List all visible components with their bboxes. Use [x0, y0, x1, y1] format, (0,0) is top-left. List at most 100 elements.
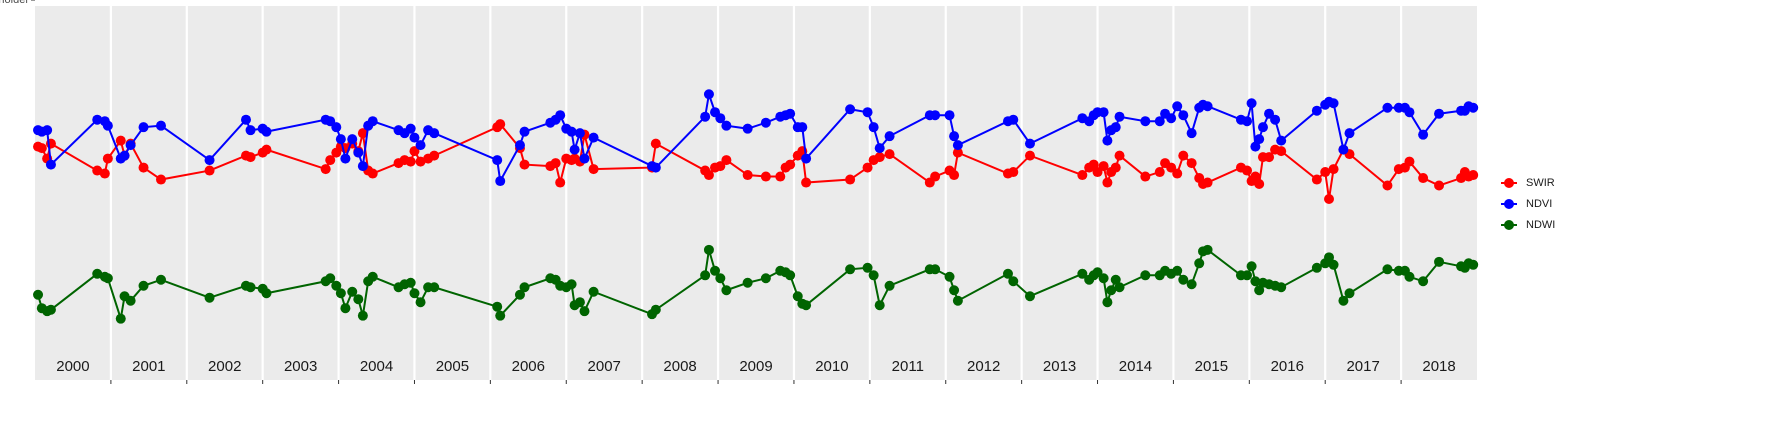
point: [1242, 116, 1253, 127]
point: [1114, 150, 1125, 161]
point: [1276, 282, 1287, 293]
point: [949, 131, 960, 142]
point: [785, 108, 796, 119]
point: [92, 165, 103, 176]
year-label: 2015: [1195, 358, 1228, 375]
year-label: 2013: [1043, 358, 1076, 375]
point: [495, 176, 506, 187]
legend-marker: [1504, 178, 1514, 188]
point: [1311, 174, 1322, 185]
point: [579, 306, 590, 317]
point: [1140, 171, 1151, 182]
point: [1172, 101, 1183, 112]
point: [245, 125, 256, 136]
point: [1110, 122, 1121, 133]
point: [1002, 268, 1013, 279]
point: [204, 155, 215, 166]
point: [335, 288, 346, 299]
point: [884, 280, 895, 291]
point: [1404, 107, 1415, 118]
point: [1382, 102, 1393, 113]
point: [1140, 116, 1151, 127]
point: [340, 153, 351, 164]
point: [1338, 295, 1349, 306]
year-label: 2017: [1346, 358, 1379, 375]
point: [1186, 128, 1197, 139]
y-tick-label: placeholder: [0, 0, 29, 6]
point: [944, 271, 955, 282]
point: [415, 140, 426, 151]
point: [340, 303, 351, 314]
point: [884, 131, 895, 142]
point: [588, 286, 599, 297]
point: [325, 155, 336, 166]
year-label: 2004: [360, 358, 393, 375]
point: [42, 125, 53, 136]
point: [1024, 150, 1035, 161]
point: [874, 143, 885, 154]
point: [429, 282, 440, 293]
point: [1311, 262, 1322, 273]
point: [555, 110, 566, 121]
point: [1178, 274, 1189, 285]
point: [1166, 113, 1177, 124]
point: [650, 304, 661, 315]
point: [703, 89, 714, 100]
point: [1404, 156, 1415, 167]
point: [700, 270, 711, 281]
point: [204, 292, 215, 303]
point: [742, 277, 753, 288]
point: [492, 301, 503, 312]
point: [1276, 135, 1287, 146]
point: [874, 152, 885, 163]
point: [721, 155, 732, 166]
legend-label: NDVI: [1526, 198, 1552, 210]
point: [367, 116, 378, 127]
point: [715, 273, 726, 284]
point: [240, 114, 251, 125]
point: [555, 177, 566, 188]
point: [1024, 138, 1035, 149]
point: [574, 128, 585, 139]
point: [155, 274, 166, 285]
year-label: 2018: [1422, 358, 1455, 375]
point: [1077, 268, 1088, 279]
point: [930, 171, 941, 182]
point: [952, 147, 963, 158]
legend-label: SWIR: [1526, 177, 1555, 189]
point: [1264, 152, 1275, 163]
point: [1324, 193, 1335, 204]
point: [1468, 102, 1479, 113]
point: [138, 122, 149, 133]
point: [775, 171, 786, 182]
point: [874, 300, 885, 311]
point: [1382, 264, 1393, 275]
point: [1202, 244, 1213, 255]
point: [1202, 177, 1213, 188]
point: [415, 297, 426, 308]
point: [1418, 129, 1429, 140]
point: [36, 143, 47, 154]
point: [353, 294, 364, 305]
year-label: 2009: [739, 358, 772, 375]
year-label: 2003: [284, 358, 317, 375]
point: [574, 297, 585, 308]
point: [1328, 164, 1339, 175]
point: [1276, 146, 1287, 157]
point: [1102, 297, 1113, 308]
point: [1382, 180, 1393, 191]
point: [409, 288, 420, 299]
point: [579, 153, 590, 164]
year-label: 2001: [132, 358, 165, 375]
point: [1114, 282, 1125, 293]
point: [1242, 165, 1253, 176]
point: [331, 122, 342, 133]
point: [845, 264, 856, 275]
point: [1246, 261, 1257, 272]
point: [1172, 168, 1183, 179]
point: [429, 128, 440, 139]
year-label: 2000: [56, 358, 89, 375]
point: [785, 270, 796, 281]
point: [125, 140, 136, 151]
point: [514, 289, 525, 300]
